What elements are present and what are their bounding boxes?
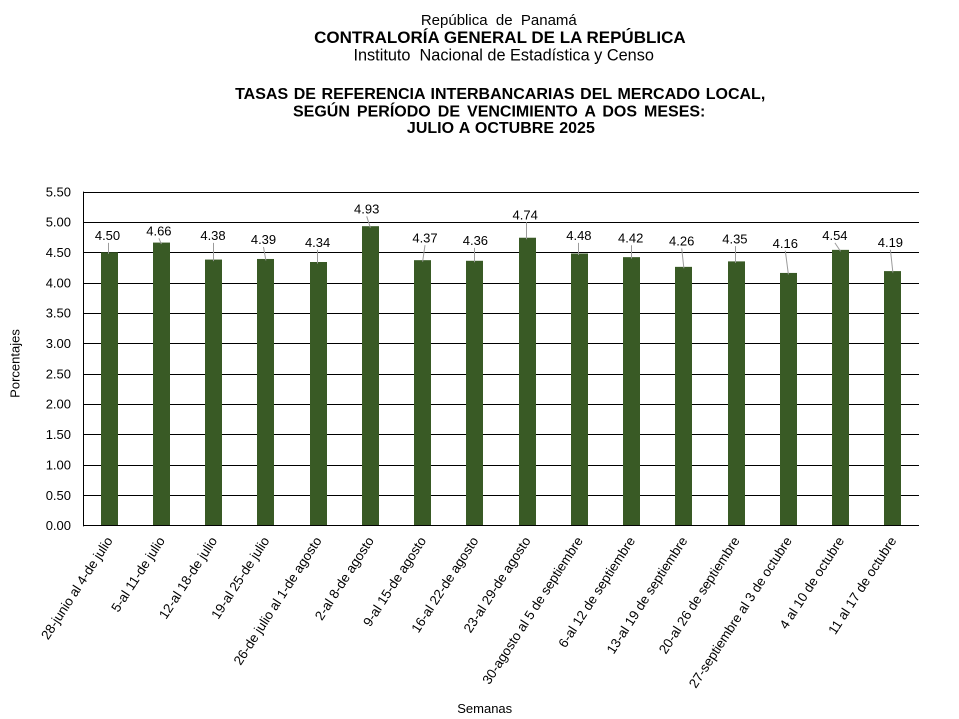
svg-text:4.34: 4.34 <box>305 235 330 250</box>
svg-text:4.36: 4.36 <box>463 233 488 248</box>
svg-text:4.50: 4.50 <box>95 228 120 243</box>
svg-text:Porcentajes: Porcentajes <box>8 329 23 398</box>
svg-text:3.00: 3.00 <box>46 336 71 351</box>
svg-text:2.00: 2.00 <box>46 397 71 412</box>
svg-text:SEGÚN PERÍODO DE VENCIMIENTO A: SEGÚN PERÍODO DE VENCIMIENTO A DOS MESES… <box>293 102 705 121</box>
svg-text:Semanas: Semanas <box>457 701 512 716</box>
svg-text:4.38: 4.38 <box>200 228 225 243</box>
svg-text:4.00: 4.00 <box>46 275 71 290</box>
svg-text:Instituto Nacional de Estadís: Instituto Nacional de Estadística y Cens… <box>353 47 653 65</box>
svg-text:4.48: 4.48 <box>566 228 591 243</box>
svg-text:4.16: 4.16 <box>773 236 798 251</box>
svg-text:4.19: 4.19 <box>878 235 903 250</box>
svg-text:4.66: 4.66 <box>146 224 171 239</box>
svg-text:República de Panamá: República de Panamá <box>421 12 578 29</box>
svg-text:1.50: 1.50 <box>46 427 71 442</box>
svg-text:4.35: 4.35 <box>722 231 747 246</box>
svg-text:1.00: 1.00 <box>46 457 71 472</box>
svg-text:4.50: 4.50 <box>46 245 71 260</box>
svg-text:4.93: 4.93 <box>354 202 379 217</box>
svg-text:4.37: 4.37 <box>412 230 437 245</box>
svg-text:5.50: 5.50 <box>46 184 71 199</box>
svg-text:4.74: 4.74 <box>513 207 538 222</box>
svg-text:4.42: 4.42 <box>618 230 643 245</box>
svg-text:4.26: 4.26 <box>669 234 694 249</box>
svg-text:5.00: 5.00 <box>46 215 71 230</box>
svg-text:4.39: 4.39 <box>251 232 276 247</box>
svg-text:0.00: 0.00 <box>46 518 71 533</box>
svg-text:TASAS DE REFERENCIA INTERBANCA: TASAS DE REFERENCIA INTERBANCARIAS DEL M… <box>235 86 765 103</box>
svg-text:0.50: 0.50 <box>46 488 71 503</box>
svg-text:CONTRALORÍA GENERAL DE LA REPÚ: CONTRALORÍA GENERAL DE LA REPÚBLICA <box>314 28 686 47</box>
svg-text:3.50: 3.50 <box>46 306 71 321</box>
svg-text:4.54: 4.54 <box>822 228 847 243</box>
svg-text:2.50: 2.50 <box>46 366 71 381</box>
svg-text:JULIO A OCTUBRE 2025: JULIO A OCTUBRE 2025 <box>407 120 595 137</box>
